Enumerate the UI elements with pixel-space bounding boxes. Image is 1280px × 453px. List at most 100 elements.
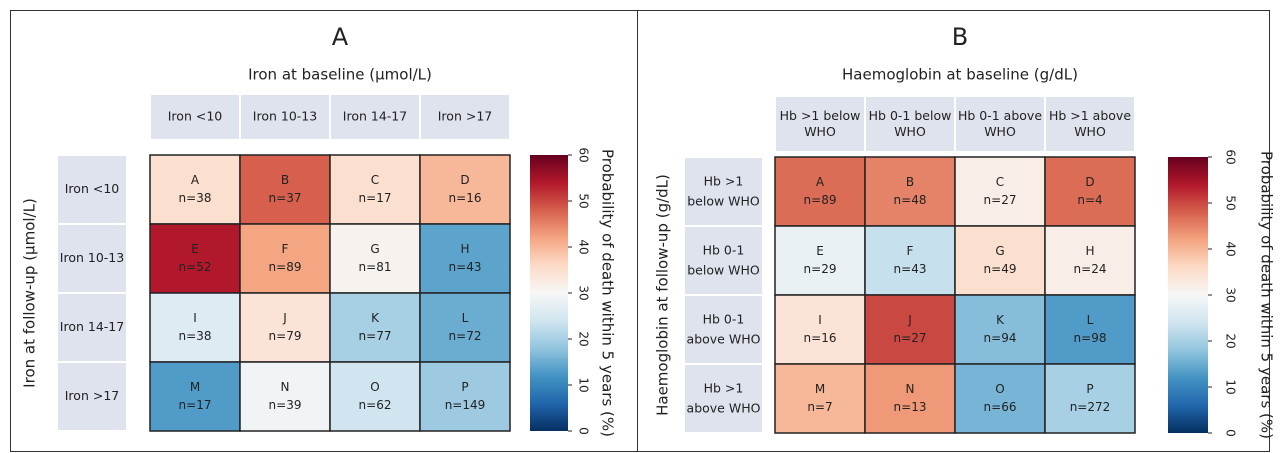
cell-count: n=38	[179, 329, 212, 343]
cell-count: n=43	[894, 262, 927, 276]
cell-letter: J	[282, 311, 287, 325]
column-header-box	[331, 95, 419, 139]
cell-letter: M	[815, 382, 825, 396]
column-header-line: Hb 0-1 below	[869, 108, 952, 123]
heatmap-cell	[149, 292, 241, 363]
colorbar-tick-label: 30	[1224, 287, 1238, 302]
cell-letter: A	[816, 175, 825, 189]
row-header: Iron >17	[65, 388, 119, 403]
row-header: Iron 14-17	[60, 319, 124, 334]
y-axis-label: Haemoglobin at follow-up (g/dL)	[654, 174, 672, 416]
cell-letter: E	[191, 242, 199, 256]
colorbar-tick-label: 50	[577, 193, 591, 208]
cell-letter: D	[460, 173, 469, 187]
column-header-box	[956, 97, 1044, 151]
column-header-line: WHO	[1074, 124, 1106, 139]
column-header-box	[776, 97, 864, 151]
cell-letter: A	[191, 173, 200, 187]
cell-letter: C	[371, 173, 379, 187]
column-header-line: WHO	[984, 124, 1016, 139]
column-header-line: WHO	[894, 124, 926, 139]
cell-count: n=66	[984, 400, 1017, 414]
heatmap-cell	[239, 223, 331, 294]
cell-letter: K	[371, 311, 380, 325]
row-header-line: below WHO	[687, 262, 760, 277]
colorbar-tick-label: 20	[1224, 333, 1238, 348]
cell-count: n=43	[449, 260, 482, 274]
heatmap-cell	[1044, 363, 1136, 434]
row-header-line: Hb 0-1	[703, 311, 745, 326]
cell-count: n=89	[269, 260, 302, 274]
heatmap-cell	[864, 363, 956, 434]
colorbar	[530, 155, 568, 431]
cell-count: n=27	[894, 331, 927, 345]
column-header: Iron >17	[438, 109, 492, 124]
row-header-box	[58, 225, 126, 292]
cell-count: n=149	[445, 398, 486, 412]
cell-letter: G	[995, 244, 1004, 258]
heatmap-cell	[239, 154, 331, 225]
column-header-box	[421, 95, 509, 139]
cell-letter: F	[907, 244, 914, 258]
cell-letter: N	[906, 382, 915, 396]
row-header-box	[58, 363, 126, 430]
cell-count: n=17	[179, 398, 212, 412]
cell-count: n=89	[804, 193, 837, 207]
column-header-box	[866, 97, 954, 151]
heatmap-cell	[239, 361, 331, 432]
column-header-line: Hb >1 above	[1049, 108, 1131, 123]
heatmap-cell	[239, 292, 331, 363]
cell-letter: O	[995, 382, 1004, 396]
cell-count: n=7	[807, 400, 832, 414]
heatmap-cell	[1044, 225, 1136, 296]
cell-count: n=98	[1074, 331, 1107, 345]
cell-count: n=39	[269, 398, 302, 412]
heatmap-cell	[329, 361, 421, 432]
row-header-line: Hb >1	[704, 173, 744, 188]
row-header-box	[685, 365, 762, 432]
colorbar-tick-label: 60	[1224, 149, 1238, 164]
cell-count: n=48	[894, 193, 927, 207]
row-header-line: Hb 0-1	[703, 242, 745, 257]
row-header-box	[58, 156, 126, 223]
cell-letter: I	[818, 313, 822, 327]
row-header-line: above WHO	[687, 400, 761, 415]
cell-count: n=24	[1074, 262, 1107, 276]
heatmap-cell	[864, 225, 956, 296]
heatmap-cell	[774, 294, 866, 365]
heatmap-cell	[419, 223, 511, 294]
cell-letter: N	[281, 380, 290, 394]
column-header-box	[241, 95, 329, 139]
row-header: Hb >1 above WHO	[687, 380, 761, 415]
cell-letter: K	[996, 313, 1005, 327]
cell-count: n=72	[449, 329, 482, 343]
cell-count: n=13	[894, 400, 927, 414]
colorbar-tick-label: 20	[577, 331, 591, 346]
colorbar-tick-label: 10	[1224, 379, 1238, 394]
cell-letter: L	[1087, 313, 1094, 327]
heatmap-cell	[1044, 294, 1136, 365]
heatmap-cell	[329, 292, 421, 363]
cell-count: n=49	[984, 262, 1017, 276]
cell-count: n=4	[1077, 193, 1102, 207]
colorbar	[1168, 157, 1208, 433]
colorbar-label: Probability of death within 5 years (%)	[599, 149, 617, 437]
cell-letter: F	[282, 242, 289, 256]
cell-letter: L	[462, 311, 469, 325]
cell-letter: M	[190, 380, 200, 394]
column-header-line: Hb >1 below	[780, 108, 861, 123]
column-header: Iron 14-17	[343, 109, 407, 124]
cell-count: n=17	[359, 191, 392, 205]
column-header: Iron <10	[168, 109, 223, 124]
row-header-box	[685, 227, 762, 294]
column-header-line: Hb 0-1 above	[958, 108, 1042, 123]
heatmap-cell	[864, 294, 956, 365]
cell-count: n=52	[179, 260, 212, 274]
cell-letter: E	[816, 244, 824, 258]
row-header: Iron <10	[65, 181, 120, 196]
cell-count: n=77	[359, 329, 392, 343]
heatmap-cell	[864, 156, 956, 227]
colorbar-tick-label: 0	[577, 427, 591, 435]
row-header: Hb >1 below WHO	[687, 173, 760, 208]
cell-letter: B	[906, 175, 914, 189]
